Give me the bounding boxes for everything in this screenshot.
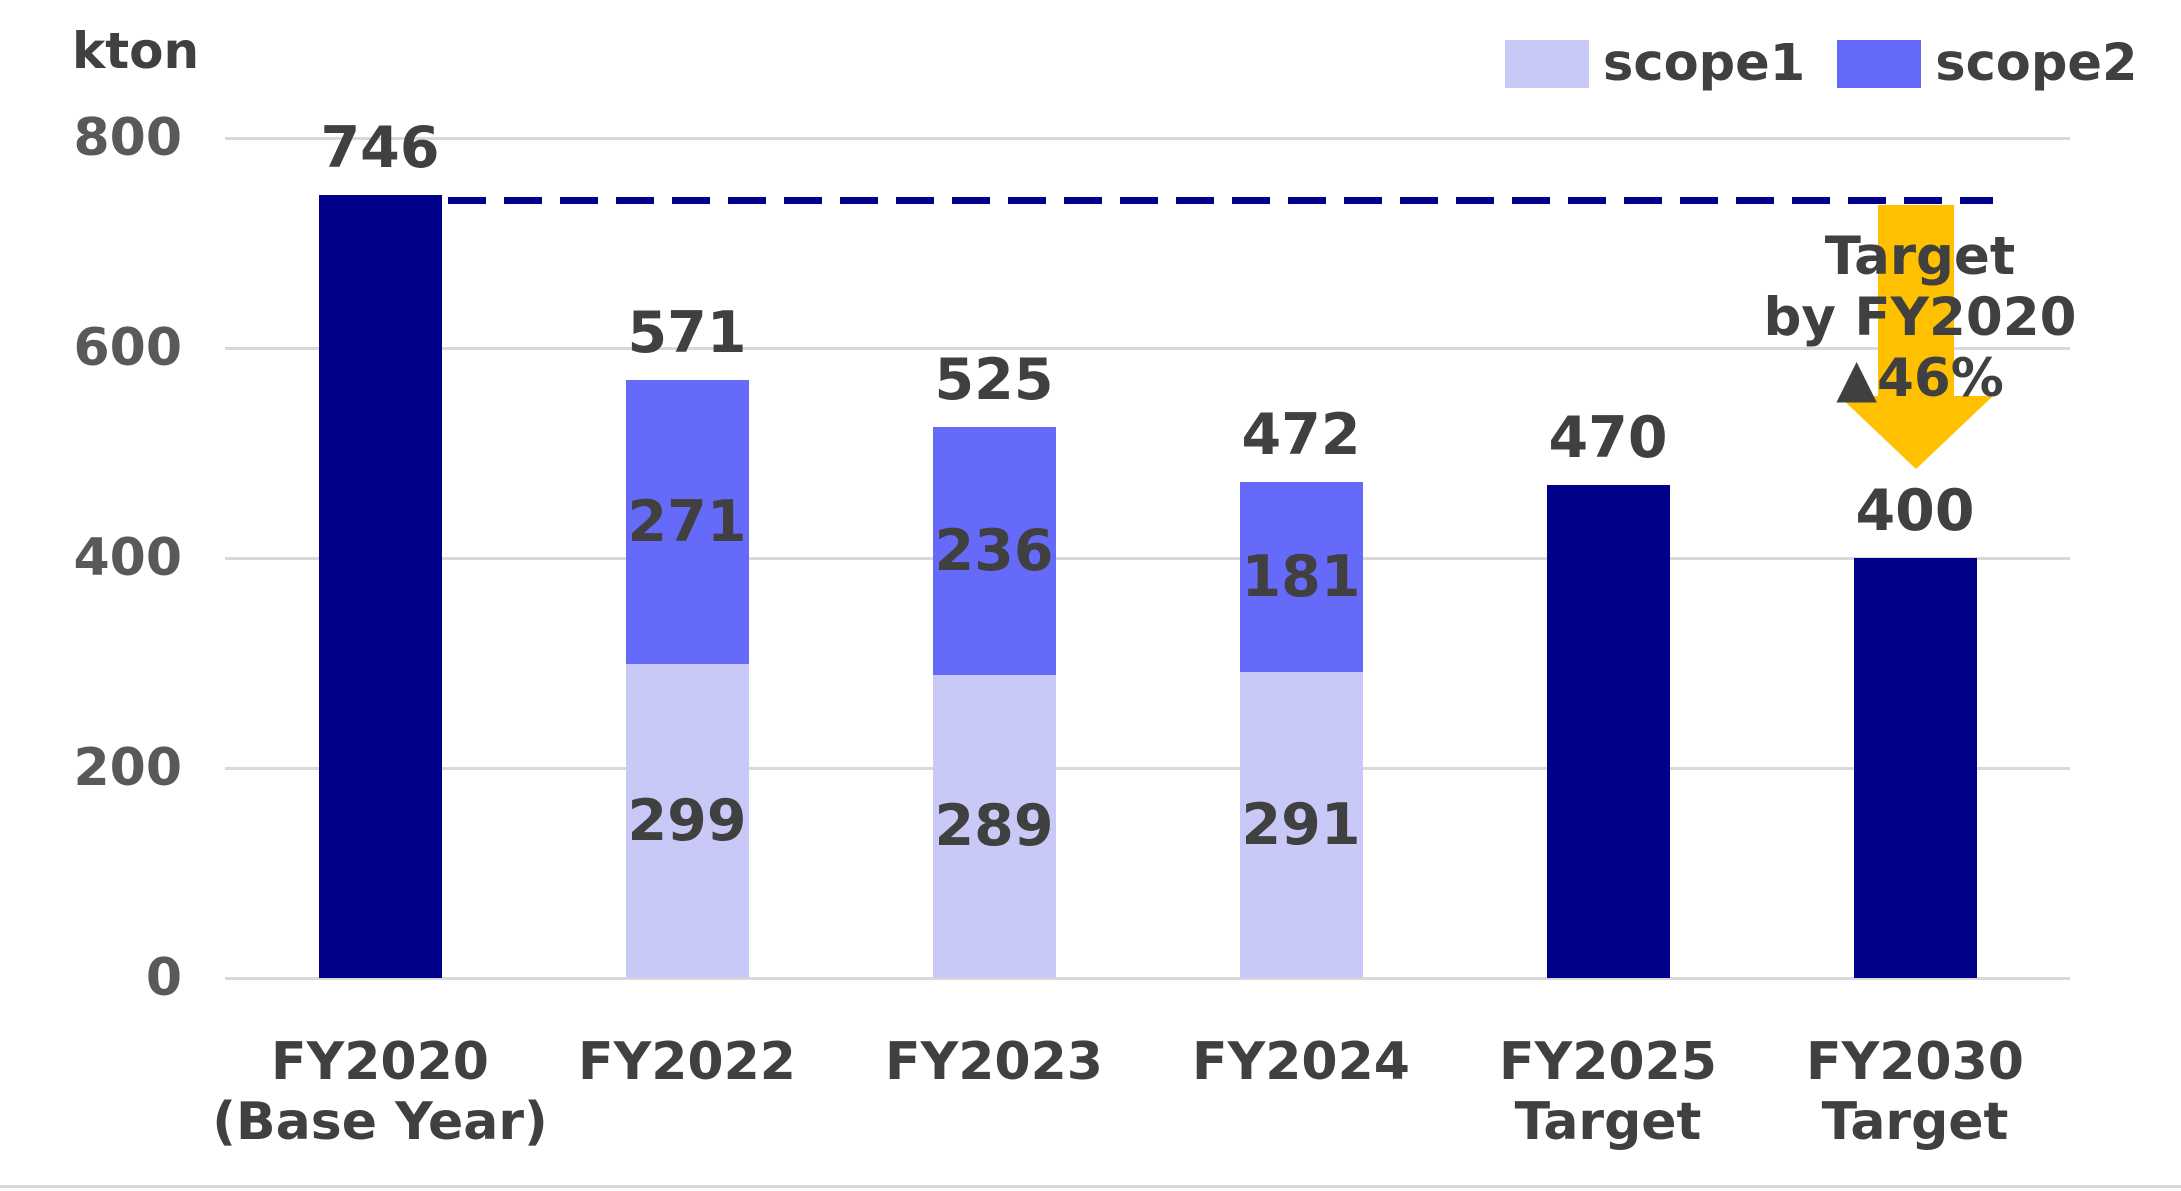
total-value-label: 472 bbox=[1241, 402, 1361, 469]
total-value-label: 400 bbox=[1855, 478, 1975, 544]
segment-value-label: 271 bbox=[627, 488, 747, 555]
total-value-label: 571 bbox=[627, 299, 747, 366]
category-label: FY2020 (Base Year) bbox=[180, 1032, 580, 1152]
gridline-600 bbox=[225, 347, 2070, 350]
y-axis-tick-600: 600 bbox=[73, 318, 182, 378]
category-label-line: Target bbox=[1514, 1092, 1702, 1152]
bar-segment-scope2 bbox=[625, 379, 749, 665]
gridline-800 bbox=[225, 137, 2070, 140]
target-annotation-line3: ▲46% bbox=[1836, 348, 2004, 409]
category-label-line: Target bbox=[1821, 1092, 2009, 1152]
legend: scope1 scope2 bbox=[1505, 34, 2137, 93]
bottom-divider bbox=[0, 1185, 2181, 1188]
gridline-0 bbox=[225, 977, 2070, 980]
target-annotation-line1: Target bbox=[1824, 226, 2016, 287]
segment-value-label: 299 bbox=[627, 788, 747, 855]
bar-segment-total bbox=[1546, 484, 1670, 978]
target-annotation: Target by FY2020 ▲46% bbox=[1660, 226, 2180, 409]
y-axis-unit-label: kton bbox=[72, 22, 200, 80]
segment-value-label: 181 bbox=[1241, 544, 1361, 611]
bar-segment-scope1 bbox=[625, 664, 749, 978]
category-label-line: FY2020 bbox=[271, 1032, 489, 1092]
dashed-reference-line bbox=[448, 196, 1993, 204]
y-axis-tick-800: 800 bbox=[73, 108, 182, 168]
category-label: FY2030 Target bbox=[1715, 1032, 2115, 1152]
category-label: FY2025 Target bbox=[1408, 1032, 1808, 1152]
category-label: FY2023 bbox=[794, 1032, 1194, 1092]
bar-segment-scope1 bbox=[932, 674, 1056, 978]
total-value-label: 470 bbox=[1548, 404, 1668, 471]
y-axis-tick-400: 400 bbox=[73, 528, 182, 588]
bar-segment-total bbox=[1853, 558, 1977, 978]
segment-value-label: 289 bbox=[934, 793, 1054, 860]
scope2-label: scope2 bbox=[1935, 34, 2138, 93]
legend-item-scope1: scope1 bbox=[1505, 34, 1805, 93]
legend-item-scope2: scope2 bbox=[1837, 34, 2137, 93]
segment-value-label: 236 bbox=[934, 517, 1054, 584]
segment-value-label: 291 bbox=[1241, 792, 1361, 859]
category-label-line: FY2022 bbox=[578, 1032, 796, 1092]
category-label-line: FY2030 bbox=[1806, 1032, 2024, 1092]
gridline-400 bbox=[225, 557, 2070, 560]
bar-segment-scope2 bbox=[1239, 482, 1363, 673]
scope1-label: scope1 bbox=[1603, 34, 1806, 93]
category-label: FY2024 bbox=[1101, 1032, 1501, 1092]
scope1-swatch-icon bbox=[1505, 39, 1589, 88]
target-down-arrow-icon bbox=[1878, 205, 1954, 397]
category-label-line: (Base Year) bbox=[212, 1092, 548, 1152]
category-label-line: FY2025 bbox=[1499, 1032, 1717, 1092]
bar-segment-scope2 bbox=[932, 426, 1056, 675]
gridline-200 bbox=[225, 767, 2070, 770]
target-annotation-line2: by FY2020 bbox=[1763, 287, 2077, 348]
y-axis-tick-0: 0 bbox=[145, 948, 182, 1008]
category-label-line: FY2024 bbox=[1192, 1032, 1410, 1092]
total-value-label: 525 bbox=[934, 346, 1054, 413]
category-label-line: FY2023 bbox=[885, 1032, 1103, 1092]
target-down-arrow-head-icon bbox=[1839, 396, 1993, 469]
bar-segment-scope1 bbox=[1239, 672, 1363, 978]
total-value-label: 746 bbox=[320, 114, 440, 181]
scope2-swatch-icon bbox=[1837, 39, 1922, 88]
bar-segment-total bbox=[318, 194, 442, 978]
category-label: FY2022 bbox=[487, 1032, 887, 1092]
y-axis-tick-200: 200 bbox=[73, 738, 182, 798]
